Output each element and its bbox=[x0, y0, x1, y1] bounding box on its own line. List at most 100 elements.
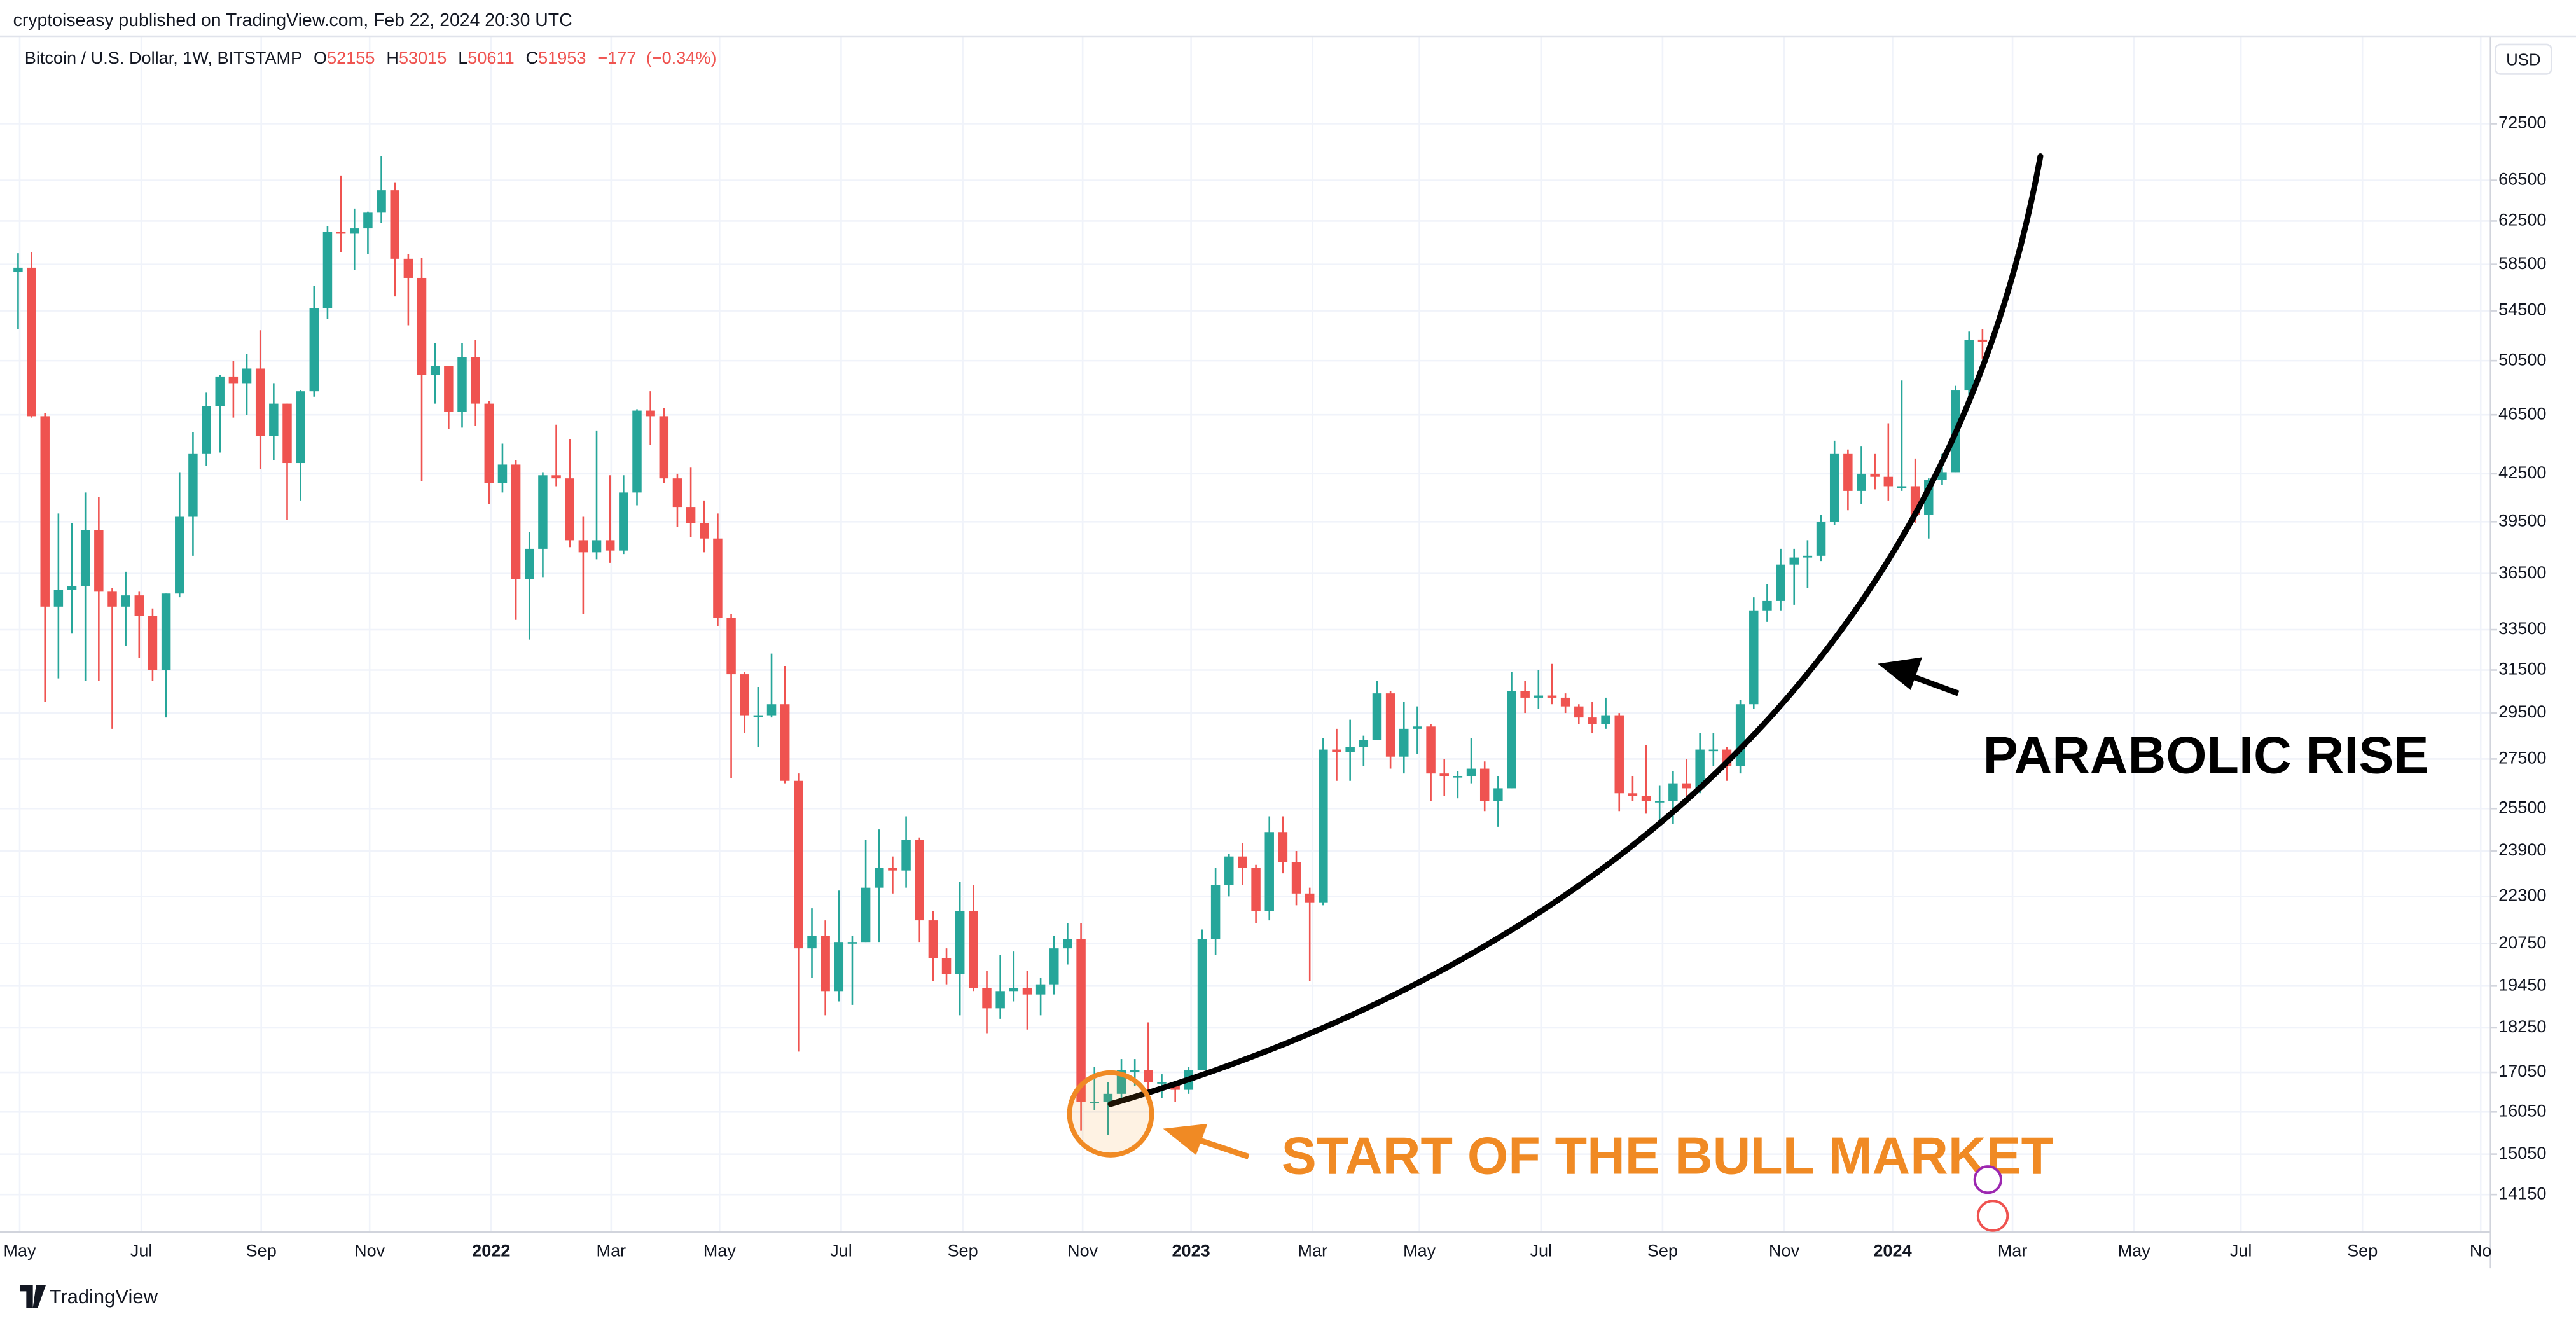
candle-body bbox=[1520, 691, 1530, 698]
candle-body bbox=[1695, 749, 1705, 789]
symbol: Bitcoin / U.S. Dollar, 1W, BITSTAMP bbox=[25, 48, 302, 67]
candle-body bbox=[471, 357, 480, 404]
candle-body bbox=[363, 212, 373, 229]
x-tick-label: Sep bbox=[1647, 1241, 1678, 1261]
x-tick-label: Mar bbox=[596, 1241, 626, 1261]
candle-body bbox=[390, 190, 399, 259]
candle-body bbox=[955, 911, 965, 974]
y-tick-label: 23900 bbox=[2498, 840, 2546, 859]
grid bbox=[0, 36, 2491, 1233]
candle-body bbox=[1130, 1070, 1140, 1072]
candle-body bbox=[457, 357, 467, 412]
candle-body bbox=[1413, 726, 1422, 729]
candle-body bbox=[417, 277, 427, 375]
x-tick-label: May bbox=[1403, 1241, 1436, 1261]
x-tick-label: Mar bbox=[1998, 1241, 2028, 1261]
y-tick-label: 72500 bbox=[2498, 113, 2546, 132]
candle-body bbox=[928, 920, 938, 958]
candle-body bbox=[350, 228, 359, 234]
candle-body bbox=[672, 478, 682, 508]
candle-body bbox=[1574, 706, 1584, 718]
y-tick-label: 66500 bbox=[2498, 169, 2546, 189]
candle-body bbox=[1291, 862, 1301, 894]
candle-body bbox=[619, 492, 628, 551]
ohlc-prefix: O bbox=[314, 48, 327, 67]
candle-body bbox=[1385, 693, 1395, 757]
candle-body bbox=[726, 618, 736, 675]
candle-body bbox=[888, 868, 897, 871]
candle-body bbox=[94, 530, 104, 592]
symbol-legend: Bitcoin / U.S. Dollar, 1W, BITSTAMP O521… bbox=[25, 48, 717, 67]
annotation: START OF THE BULL MARKET bbox=[1282, 1126, 2054, 1186]
x-tick-label: Nov bbox=[1067, 1241, 1098, 1261]
candle-body bbox=[1937, 472, 1947, 480]
candle-body bbox=[215, 376, 225, 406]
candle-body bbox=[148, 616, 158, 670]
candle-body bbox=[1762, 600, 1772, 611]
x-tick-label: 2022 bbox=[472, 1241, 510, 1261]
x-tick-label: May bbox=[3, 1241, 36, 1261]
x-tick-label: Jul bbox=[1530, 1241, 1552, 1261]
candle-body bbox=[1022, 987, 1032, 995]
candle-body bbox=[538, 475, 548, 549]
candle-body bbox=[1035, 984, 1046, 995]
x-tick-label: Sep bbox=[947, 1241, 978, 1261]
candle-body bbox=[1816, 522, 1826, 556]
y-tick-label: 15050 bbox=[2498, 1143, 2546, 1163]
change-percent: (−0.34%) bbox=[646, 48, 717, 67]
candle-body bbox=[1345, 747, 1355, 752]
candle-body bbox=[322, 232, 333, 308]
candle-body bbox=[969, 911, 978, 988]
y-tick-label: 27500 bbox=[2498, 748, 2546, 768]
y-tick-label: 42500 bbox=[2498, 462, 2546, 482]
arrow-shaft bbox=[1193, 1135, 1250, 1159]
x-tick-label: May bbox=[2118, 1241, 2151, 1261]
candle-body bbox=[1829, 453, 1839, 522]
candle-body bbox=[1789, 557, 1799, 565]
candle-body bbox=[80, 530, 90, 586]
candle-body bbox=[1439, 773, 1449, 777]
ohlc-value: 50611 bbox=[467, 48, 514, 67]
arrow-head bbox=[1163, 1123, 1208, 1155]
candle-body bbox=[40, 416, 50, 607]
byline: cryptoiseasy published on TradingView.co… bbox=[13, 10, 572, 31]
y-tick-label: 18250 bbox=[2498, 1016, 2546, 1036]
candle-body bbox=[242, 368, 252, 384]
x-tick-label: Jul bbox=[130, 1241, 153, 1261]
candle-body bbox=[188, 453, 198, 517]
candle-body bbox=[875, 868, 884, 888]
currency[interactable]: USD bbox=[2506, 52, 2541, 69]
candle-body bbox=[1870, 473, 1880, 477]
candle-body bbox=[1466, 768, 1476, 777]
y-tick-label: 62500 bbox=[2498, 210, 2546, 230]
x-tick-label: May bbox=[703, 1241, 737, 1261]
candle-body bbox=[1210, 885, 1221, 939]
candle-body bbox=[1641, 796, 1651, 801]
candle-body bbox=[646, 410, 655, 417]
candle-body bbox=[134, 595, 144, 616]
candle-body bbox=[1776, 564, 1785, 601]
candle-body bbox=[53, 590, 64, 607]
currency-button[interactable] bbox=[2495, 43, 2552, 75]
y-tick-label: 33500 bbox=[2498, 618, 2546, 638]
event-icon[interactable] bbox=[1976, 1200, 2009, 1232]
candle-body bbox=[1319, 749, 1328, 903]
y-tick-label: 29500 bbox=[2498, 702, 2546, 721]
candle-body bbox=[766, 704, 777, 716]
x-tick-label: 2024 bbox=[1873, 1241, 1911, 1261]
candle-body bbox=[1803, 555, 1813, 558]
ohlc-value: 53015 bbox=[399, 48, 447, 67]
candle-body bbox=[605, 540, 615, 551]
candle-body bbox=[1372, 693, 1382, 740]
brand: TradingView bbox=[49, 1285, 158, 1308]
candle-body bbox=[1238, 856, 1247, 868]
candle-body bbox=[713, 538, 723, 618]
candle-body bbox=[377, 190, 386, 213]
event-icon[interactable] bbox=[1973, 1165, 2002, 1194]
candle-body bbox=[1749, 610, 1759, 705]
candle-body bbox=[1264, 832, 1274, 911]
candle-body bbox=[780, 704, 790, 781]
candle-body bbox=[551, 475, 561, 479]
candle-body bbox=[497, 464, 508, 483]
